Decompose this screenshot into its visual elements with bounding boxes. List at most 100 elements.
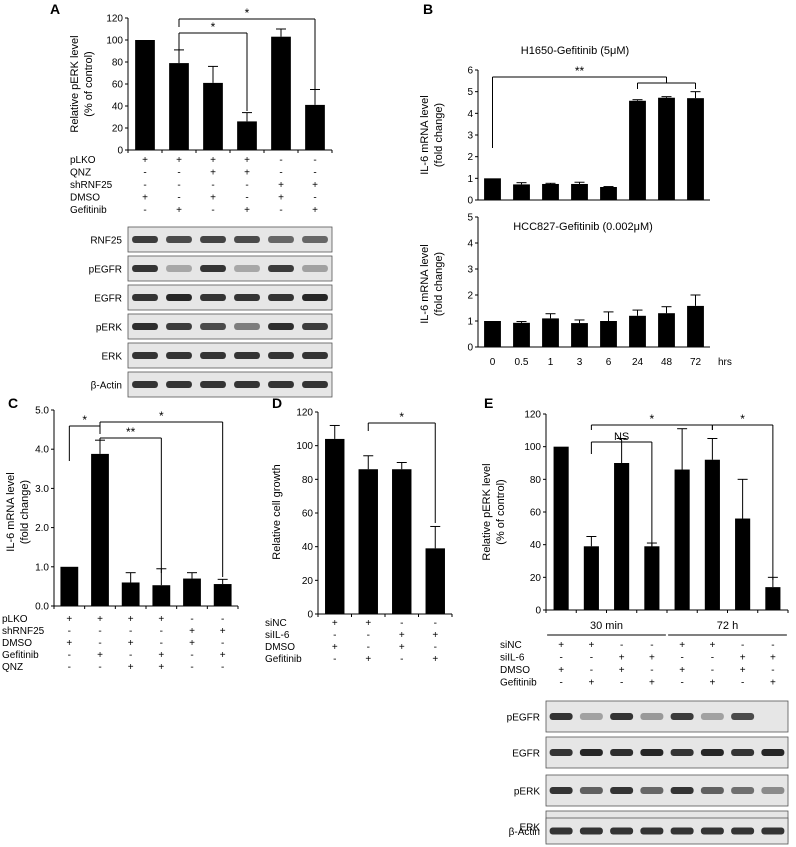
panel-b-bottom-bar: [513, 322, 530, 347]
panel-a-blot-frame: [127, 313, 333, 340]
panel-c-cond-mark: -: [68, 650, 71, 661]
panel-e-cond-mark: -: [680, 678, 683, 689]
panel-a-cond-mark: -: [143, 205, 146, 216]
panel-e-cond-mark: +: [679, 665, 685, 676]
panel-a-blot-band: [302, 323, 328, 330]
panel-e-cond-mark: +: [588, 678, 594, 689]
panel-c-cond-mark: +: [66, 614, 72, 625]
panel-a-cond-mark: +: [244, 205, 250, 216]
panel-b-top-y-tick-label: 0: [467, 196, 473, 207]
panel-e-blot-band: [700, 713, 724, 720]
panel-e-bar: [614, 463, 630, 610]
panel-a-y-tick-label: 80: [112, 58, 124, 69]
panel-b-bottom-bar: [571, 323, 588, 347]
panel-c-cond-mark: -: [190, 662, 193, 673]
panel-e-cond-mark: +: [679, 640, 685, 651]
panel-e-letter: E: [484, 395, 493, 411]
panel-e-blot-band: [610, 787, 634, 794]
panel-c-y-label: (fold change): [19, 480, 31, 544]
panel-e-blot-band: [549, 749, 573, 756]
panel-a-blot-frame: [127, 342, 333, 369]
panel-e-cond-mark: +: [649, 678, 655, 689]
panel-e-blot-band: [761, 787, 785, 794]
panel-d-bar: [392, 469, 412, 614]
panel-b-letter: B: [423, 1, 433, 17]
panel-e-blot-band: [731, 749, 755, 756]
panel-e-cond-mark: -: [590, 653, 593, 664]
panel-a-blot-band: [302, 265, 328, 272]
panel-c-cond-mark: +: [220, 650, 226, 661]
panel-c-y-tick-label: 3.0: [35, 484, 49, 495]
panel-b-bottom-bar: [600, 321, 617, 347]
panel-a-blot-band: [302, 352, 328, 359]
panel-e-cond-label: siIL-6: [500, 653, 525, 664]
panel-a-blot-frame: [127, 284, 333, 311]
panel-e-blot-band: [610, 827, 634, 835]
panel-d-y-tick-label: 60: [302, 509, 314, 520]
panel-a-cond-label: pLKO: [70, 155, 96, 166]
panel-a-y-tick-label: 40: [112, 102, 124, 113]
panel-e-cond-mark: -: [590, 665, 593, 676]
panel-a-cond-mark: +: [142, 193, 148, 204]
panel-d-cond-mark: +: [365, 654, 371, 665]
panel-b-bottom-bar: [629, 315, 646, 347]
panel-e-blot-band: [700, 787, 724, 794]
panel-d-y-tick-label: 20: [302, 576, 314, 587]
panel-a-blot-band: [200, 294, 226, 301]
panel-e-cond-mark: -: [741, 640, 744, 651]
panel-a-blot-label: pEGFR: [89, 265, 122, 276]
panel-c-bar: [213, 584, 232, 606]
panel-e-cond-mark: -: [711, 653, 714, 664]
panel-b-bottom-bar: [658, 313, 675, 347]
panel-a-blot-band: [132, 294, 158, 301]
panel-e-cond-mark: +: [558, 640, 564, 651]
panel-b-top-title: H1650-Gefitinib (5μM): [521, 45, 629, 57]
panel-c-cond-mark: +: [158, 662, 164, 673]
panel-b-top-y-tick-label: 1: [467, 174, 473, 185]
panel-e-blot-band: [640, 749, 664, 756]
panel-a-blot-band: [268, 323, 294, 330]
panel-c-cond-mark: -: [129, 626, 132, 637]
panel-a-letter: A: [50, 1, 60, 17]
panel-b-sig-label: **: [575, 64, 585, 78]
panel-b-top-bar: [484, 178, 501, 200]
panel-e-blot-band: [640, 827, 664, 835]
panel-a-cond-label: shRNF25: [70, 180, 113, 191]
panel-a-cond-mark: +: [278, 180, 284, 191]
panel-e-blot-band: [670, 827, 694, 835]
panel-a-blot-band: [234, 381, 260, 388]
panel-b-bottom-y-tick-label: 0: [467, 343, 473, 354]
panel-c-sig-2-label: **: [126, 425, 136, 439]
panel-a-blot-band: [234, 352, 260, 359]
panel-e-cond-mark: +: [709, 678, 715, 689]
panel-a-blot-band: [132, 352, 158, 359]
panel-a-blot-frame: [127, 371, 333, 398]
panel-d-cond-mark: +: [332, 618, 338, 629]
panel-c-cond-mark: +: [189, 638, 195, 649]
panel-e-cond-mark: +: [740, 653, 746, 664]
panel-e-blot-band: [640, 713, 664, 720]
panel-c-cond-mark: +: [66, 638, 72, 649]
panel-c-cond-mark: -: [221, 662, 224, 673]
panel-a-blot-band: [234, 265, 260, 272]
panel-c-cond-mark: -: [221, 614, 224, 625]
panel-b-x-tick-label: 24: [632, 357, 644, 368]
panel-a-y-tick-label: 20: [112, 124, 124, 135]
panel-b-bottom-y-tick-label: 5: [467, 213, 473, 224]
panel-e-cond-label: siNC: [500, 640, 522, 651]
panel-e-blot-label: pERK: [514, 787, 540, 798]
panel-e-cond-mark: +: [619, 653, 625, 664]
panel-e-blot-band: [579, 713, 603, 720]
panel-c-bar: [183, 578, 201, 606]
panel-d-y-label: Relative cell growth: [271, 464, 283, 559]
panel-a-blot-band: [132, 323, 158, 330]
panel-c-cond-mark: -: [160, 638, 163, 649]
panel-a-blot-label: RNF25: [90, 236, 122, 247]
panel-a-blot-band: [268, 265, 294, 272]
panel-d-cond-mark: -: [400, 618, 403, 629]
panel-e-cond-mark: -: [711, 665, 714, 676]
panel-c-cond-mark: +: [128, 662, 134, 673]
panel-a-blot-band: [268, 236, 294, 243]
panel-a-cond-mark: -: [279, 155, 282, 166]
